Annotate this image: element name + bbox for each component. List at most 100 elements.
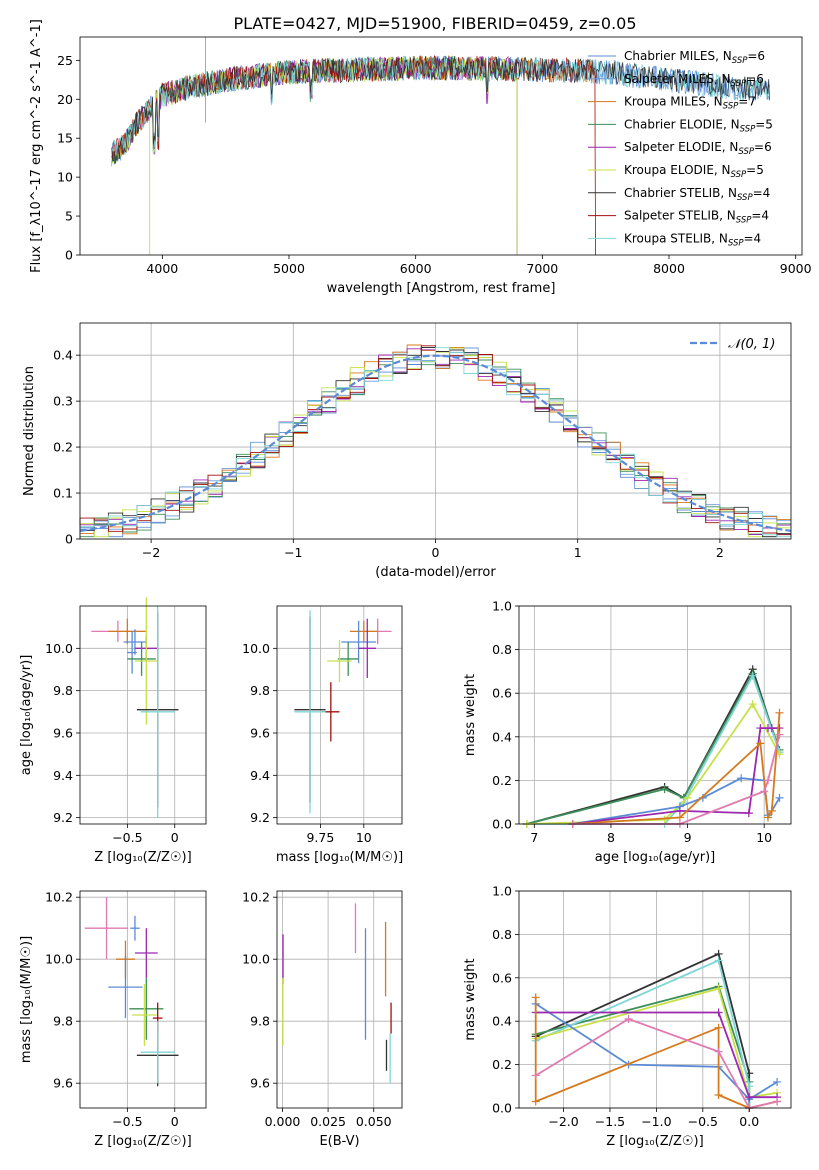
weight-marker [660, 785, 669, 794]
y-tick-label: 9.2 [250, 810, 270, 825]
axes-frame [79, 36, 803, 256]
legend-subscript: SSP [728, 238, 744, 248]
y-tick-label: 0.4 [492, 1014, 512, 1029]
weight-marker [764, 813, 773, 822]
y-tick-label: 9.6 [53, 1076, 73, 1091]
x-tick-label: 0.0 [739, 1114, 759, 1129]
errorbar-point [108, 618, 147, 645]
weight-marker [756, 724, 765, 733]
weight-marker [714, 1008, 723, 1017]
axes-frame [79, 605, 207, 825]
weight-marker [531, 1071, 540, 1080]
y-tick-label: 0.4 [53, 348, 73, 363]
x-tick-label: 4000 [146, 261, 178, 276]
y-tick-label: 9.8 [250, 683, 270, 698]
weight-series-salpeter-elodie [535, 1011, 778, 1099]
y-tick-label: 0.4 [492, 729, 512, 744]
weight-marker [714, 956, 723, 965]
x-tick-label: 2 [716, 545, 724, 560]
y-tick-label: 1.0 [492, 884, 512, 899]
legend-tail: =5 [746, 163, 764, 177]
y-axis-label: Flux [f_λ10^-17 erg cm^-2 s^-1 A^-1] [29, 19, 44, 273]
legend-subscript: SSP [738, 147, 754, 157]
y-axis-label: age [log₁₀(age/yr)] [19, 655, 34, 776]
y-tick-label: 10.0 [242, 952, 270, 967]
x-tick-label: 0.000 [265, 1114, 301, 1129]
y-tick-label: 9.2 [53, 810, 73, 825]
errorbar-point [140, 606, 175, 818]
y-tick-label: 9.4 [53, 768, 73, 783]
weight-marker [660, 815, 669, 824]
x-tick-label: 7 [530, 830, 538, 845]
x-tick-label: 0.050 [356, 1114, 392, 1129]
weight-marker [773, 1097, 782, 1106]
x-axis-label: Z [log₁₀(Z/Z☉)] [606, 1134, 703, 1149]
errorbar-point [130, 915, 140, 941]
mass-vs-metallicity-panel: −0.5 0 9.6 9.8 10.0 10.2 Z [log₁₀(Z/Z☉)] mass [… [19, 890, 207, 1149]
errorbar-point [84, 897, 129, 960]
y-tick-label: 20 [57, 92, 73, 107]
legend-entry: Chabrier MILES, NSSP=6 [624, 49, 765, 66]
legend-tail: =4 [744, 231, 762, 245]
x-tick-label: 9.75 [306, 830, 334, 845]
weight-marker [767, 806, 776, 815]
x-axis-label: mass [log₁₀(M/M☉)] [276, 850, 403, 865]
y-tick-label: 0.3 [53, 394, 73, 409]
weight-marker [745, 1093, 754, 1102]
weight-marker [737, 774, 746, 783]
weight-marker [683, 793, 692, 802]
y-tick-label: 0.2 [492, 1057, 512, 1072]
legend-text: Kroupa MILES, N [624, 95, 723, 109]
age-vs-metallicity-panel: −0.5 0 9.2 9.4 9.6 9.8 10.0 Z [log₁₀(Z/Z☉)] age … [19, 597, 207, 865]
weight-series-kroupa-stelib [535, 959, 751, 1108]
errorbar-point [294, 610, 326, 814]
x-tick-label: 8 [607, 830, 615, 845]
legend-subscript: SSP [732, 56, 748, 66]
weight-marker [773, 1077, 782, 1086]
errorbar-point [127, 631, 137, 674]
y-axis-label: Normed distribution [22, 366, 37, 496]
x-tick-label: −0.5 [112, 830, 142, 845]
y-tick-label: 9.6 [53, 725, 73, 740]
legend-entry: Salpeter MILES, NSSP=6 [624, 72, 764, 89]
errorbar-point [132, 984, 157, 1046]
legend-tail: =7 [738, 95, 756, 109]
x-tick-label: −1.0 [641, 1114, 671, 1129]
legend-text: Chabrier ELODIE, N [624, 117, 740, 131]
legend-text: Salpeter MILES, N [624, 72, 731, 86]
legend-entry: Kroupa MILES, NSSP=7 [624, 95, 756, 112]
histogram-kroupa-stelib [79, 347, 791, 539]
y-tick-label: 25 [57, 53, 73, 68]
x-axis-label: Z [log₁₀(Z/Z☉)] [94, 1134, 191, 1149]
legend-text: Kroupa STELIB, N [624, 231, 728, 245]
axes-frame [276, 890, 403, 1109]
legend-subscript: SSP [731, 170, 747, 180]
x-tick-label: 0 [171, 830, 179, 845]
legend-entry: Salpeter ELODIE, NSSP=6 [624, 140, 772, 157]
massweight-vs-age-panel: 7 8 9 10 0.0 0.2 0.4 0.6 0.8 1.0 age [log₁₀(age/yr… [463, 599, 792, 865]
legend-tail: =4 [753, 186, 771, 200]
x-tick-label: 5000 [273, 261, 305, 276]
y-tick-label: 9.6 [250, 1076, 270, 1091]
y-tick-label: 10.0 [45, 952, 73, 967]
weight-marker [714, 1047, 723, 1056]
legend-gauss-label: 𝒩(0, 1) [728, 337, 775, 352]
x-axis-label: Z [log₁₀(Z/Z☉)] [94, 850, 191, 865]
x-axis-label: (data-model)/error [375, 565, 496, 580]
y-tick-label: 0.8 [492, 642, 512, 657]
weight-marker [756, 739, 765, 748]
y-tick-label: 15 [57, 131, 73, 146]
weight-marker [767, 724, 776, 733]
x-axis-label: age [log₁₀(age/yr)] [595, 850, 716, 865]
legend-text: Chabrier STELIB, N [624, 186, 737, 200]
x-tick-label: 0 [171, 1114, 179, 1129]
weight-marker [624, 1015, 633, 1024]
y-tick-label: 0.1 [53, 486, 73, 501]
legend-text: Salpeter STELIB, N [624, 209, 736, 223]
legend-subscript: SSP [723, 102, 739, 112]
x-tick-label: −0.5 [688, 1114, 718, 1129]
axes-frame [276, 605, 403, 825]
legend-entry: Chabrier STELIB, NSSP=4 [624, 186, 770, 203]
x-tick-label: 9 [684, 830, 692, 845]
